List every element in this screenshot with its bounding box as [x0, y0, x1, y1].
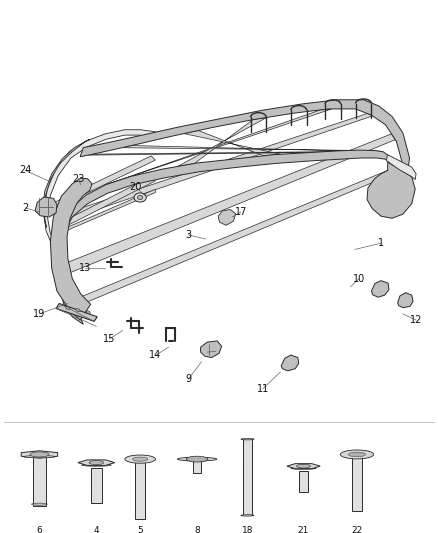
Ellipse shape — [24, 456, 55, 458]
Text: 17: 17 — [235, 207, 247, 217]
Circle shape — [348, 452, 366, 457]
Ellipse shape — [86, 311, 90, 313]
Ellipse shape — [241, 439, 254, 440]
Polygon shape — [193, 461, 201, 473]
Text: 3: 3 — [185, 230, 191, 240]
Polygon shape — [218, 209, 236, 225]
Circle shape — [186, 456, 208, 462]
Text: 15: 15 — [103, 334, 116, 344]
Ellipse shape — [177, 457, 217, 461]
Ellipse shape — [76, 309, 80, 312]
Polygon shape — [21, 451, 58, 458]
Polygon shape — [58, 134, 395, 278]
Text: 19: 19 — [33, 309, 46, 319]
Text: 21: 21 — [298, 526, 309, 533]
Text: 8: 8 — [194, 526, 200, 533]
Text: 4: 4 — [94, 526, 99, 533]
Polygon shape — [43, 139, 90, 228]
Text: 14: 14 — [149, 351, 162, 360]
Polygon shape — [52, 189, 155, 237]
Polygon shape — [78, 460, 115, 465]
Ellipse shape — [81, 464, 111, 466]
Polygon shape — [201, 341, 222, 358]
Ellipse shape — [344, 456, 369, 458]
Polygon shape — [352, 457, 362, 511]
Polygon shape — [281, 355, 299, 371]
Text: 2: 2 — [22, 203, 28, 213]
Polygon shape — [299, 471, 308, 492]
Polygon shape — [44, 130, 155, 243]
Polygon shape — [135, 463, 145, 519]
Polygon shape — [243, 439, 252, 515]
Polygon shape — [287, 464, 320, 469]
Polygon shape — [371, 280, 389, 297]
Polygon shape — [66, 164, 403, 309]
Polygon shape — [367, 162, 415, 219]
Polygon shape — [178, 117, 267, 166]
Text: 12: 12 — [410, 315, 422, 325]
Polygon shape — [184, 131, 281, 156]
Text: 22: 22 — [351, 526, 363, 533]
Circle shape — [30, 452, 49, 457]
Circle shape — [125, 455, 155, 463]
Ellipse shape — [241, 515, 254, 516]
Polygon shape — [122, 146, 352, 151]
Text: 24: 24 — [19, 165, 32, 175]
Text: 23: 23 — [72, 174, 84, 184]
Polygon shape — [35, 197, 57, 217]
Text: 18: 18 — [242, 526, 253, 533]
Polygon shape — [56, 303, 97, 321]
Text: 13: 13 — [79, 263, 92, 273]
Ellipse shape — [138, 196, 143, 199]
Polygon shape — [33, 457, 46, 506]
Polygon shape — [398, 293, 413, 308]
Text: 5: 5 — [137, 526, 143, 533]
Ellipse shape — [66, 306, 70, 310]
Ellipse shape — [291, 467, 316, 469]
Polygon shape — [52, 156, 155, 208]
Ellipse shape — [134, 193, 146, 202]
Polygon shape — [65, 114, 373, 221]
Polygon shape — [50, 178, 92, 320]
Circle shape — [132, 457, 148, 461]
Circle shape — [340, 450, 374, 459]
Polygon shape — [57, 177, 155, 229]
Text: 9: 9 — [185, 374, 191, 384]
Circle shape — [297, 464, 311, 468]
Text: 11: 11 — [257, 384, 269, 394]
Polygon shape — [80, 100, 410, 181]
Polygon shape — [91, 467, 102, 503]
Text: 6: 6 — [36, 526, 42, 533]
Polygon shape — [88, 151, 383, 155]
Text: 1: 1 — [378, 238, 384, 248]
Polygon shape — [58, 150, 390, 324]
Text: 20: 20 — [130, 182, 142, 192]
Text: 10: 10 — [353, 273, 365, 284]
Ellipse shape — [32, 503, 47, 505]
Polygon shape — [106, 109, 332, 185]
Polygon shape — [386, 155, 416, 180]
Circle shape — [89, 461, 104, 465]
